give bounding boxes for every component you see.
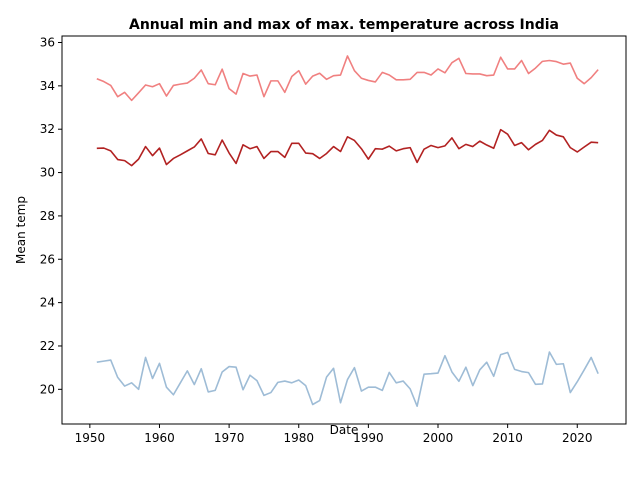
x-tick-label: 1970 bbox=[214, 431, 245, 445]
x-axis: 1950 1960 1970 1980 1990 2000 2010 2020 bbox=[75, 424, 593, 445]
series-line-2 bbox=[96, 128, 599, 167]
x-tick-label: 2010 bbox=[492, 431, 523, 445]
y-tick-label: 30 bbox=[40, 166, 55, 180]
y-tick-label: 36 bbox=[40, 36, 55, 50]
x-tick-label: 2020 bbox=[562, 431, 593, 445]
chart-title: Annual min and max of max. temperature a… bbox=[129, 17, 559, 33]
x-tick-label: 1950 bbox=[75, 431, 106, 445]
y-tick-label: 34 bbox=[40, 79, 55, 93]
y-axis: 20 22 24 26 28 30 32 34 36 bbox=[40, 36, 62, 396]
y-tick-label: 26 bbox=[40, 252, 55, 266]
series-line-1 bbox=[96, 55, 599, 102]
y-tick-label: 32 bbox=[40, 122, 55, 136]
series-layer bbox=[96, 55, 599, 408]
y-tick-label: 24 bbox=[40, 296, 55, 310]
series-line-3 bbox=[96, 351, 599, 408]
plot-frame bbox=[61, 35, 627, 425]
y-axis-label: Mean temp bbox=[14, 196, 28, 264]
x-tick-label: 1960 bbox=[144, 431, 175, 445]
x-axis-label: Date bbox=[330, 423, 359, 437]
y-tick-label: 22 bbox=[40, 339, 55, 353]
y-tick-label: 20 bbox=[40, 382, 55, 396]
x-tick-label: 2000 bbox=[423, 431, 454, 445]
x-tick-label: 1980 bbox=[283, 431, 314, 445]
x-tick-label: 1990 bbox=[353, 431, 384, 445]
y-tick-label: 28 bbox=[40, 209, 55, 223]
